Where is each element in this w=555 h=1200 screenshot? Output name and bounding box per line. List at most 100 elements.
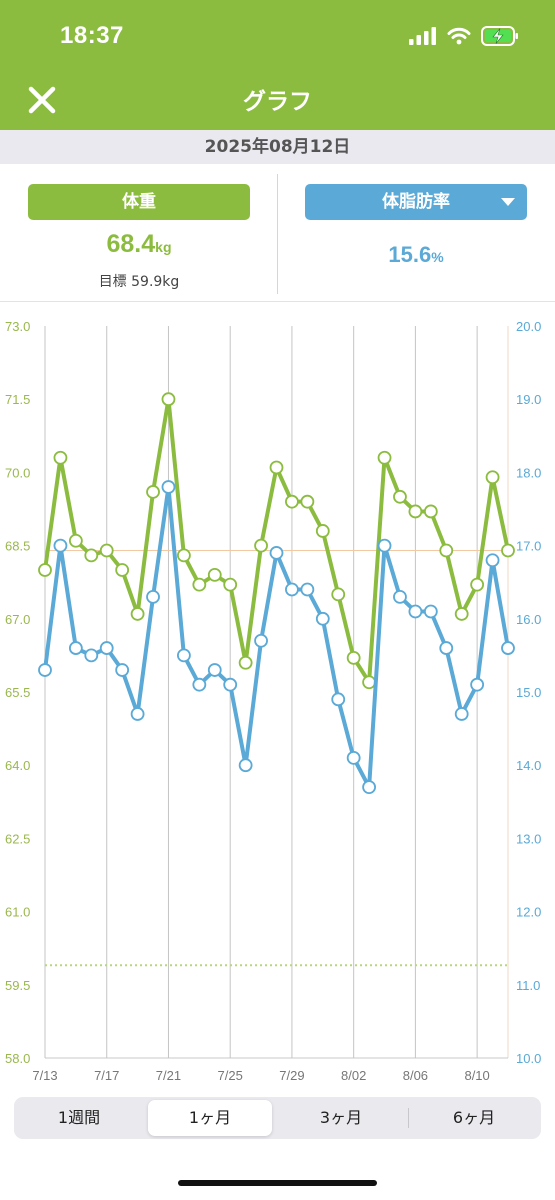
y-right-tick-label: 20.0: [516, 319, 541, 334]
summary-divider: [277, 174, 278, 294]
body-fat-series-point: [331, 692, 346, 707]
period-tab-1-month[interactable]: 1ヶ月: [148, 1100, 272, 1136]
body-fat-value: 15.6%: [305, 242, 527, 268]
weight-series-point: [84, 548, 99, 563]
body-fat-series-point: [439, 641, 454, 655]
x-tick-label: 8/10: [464, 1068, 489, 1083]
body-fat-dropdown[interactable]: 体脂肪率: [305, 184, 527, 220]
y-right-tick-label: 10.0: [516, 1051, 541, 1066]
weight-series-point: [146, 485, 160, 499]
body-fat-series-point: [68, 641, 83, 655]
page-title: グラフ: [243, 89, 312, 115]
body-fat-series-point: [315, 611, 330, 626]
signal-icon: [409, 27, 436, 45]
body-fat-series-point: [192, 677, 207, 692]
weight-series-point: [362, 675, 377, 690]
weight-series-point: [68, 533, 83, 548]
weight-series-point: [238, 655, 253, 670]
y-right-tick-label: 11.0: [516, 978, 540, 993]
weight-series-point: [408, 504, 423, 519]
weight-fat-chart[interactable]: 7/13 7/17 7/21 7/25 7/29 8/02 8/06 8/10 73.0 71.5…: [0, 302, 555, 1092]
body-fat-series-point: [207, 663, 222, 677]
y-left-tick-label: 65.5: [5, 685, 30, 700]
close-icon: [28, 86, 56, 114]
summary-panel: 体重 68.4kg 目標 59.9kg 体脂肪率 15.6%: [0, 164, 555, 302]
y-right-tick-label: 16.0: [516, 612, 541, 627]
weight-series-point: [115, 563, 130, 577]
body-fat-series-point: [346, 750, 361, 765]
body-fat-series-point: [454, 707, 469, 721]
body-fat-series-point: [161, 480, 176, 494]
body-fat-number: 15.6: [388, 242, 432, 267]
weight-series-point: [38, 563, 52, 577]
weight-button[interactable]: 体重: [28, 184, 250, 220]
weight-series-point: [501, 543, 515, 558]
body-fat-series-point: [84, 648, 99, 663]
body-fat-dropdown-label: 体脂肪率: [382, 192, 450, 212]
body-fat-series-point: [38, 663, 52, 677]
body-fat-series-point: [238, 758, 253, 773]
weight-series-point: [315, 524, 330, 538]
period-tab-3-months[interactable]: 3ヶ月: [319, 1108, 363, 1127]
body-fat-series-point: [485, 553, 500, 568]
period-tab-1-week[interactable]: 1週間: [57, 1108, 101, 1127]
body-fat-series-point: [146, 589, 160, 604]
x-tick-label: 7/25: [218, 1068, 243, 1083]
status-icons: [409, 24, 519, 48]
body-fat-series-point: [176, 648, 191, 663]
weight-series-point: [207, 567, 222, 582]
weight-number: 68.4: [106, 230, 156, 258]
weight-series-point: [346, 650, 361, 665]
y-right-tick-label: 14.0: [516, 758, 541, 773]
wifi-icon: [447, 27, 471, 45]
body-fat-series-point: [254, 633, 268, 648]
y-right-tick-label: 13.0: [516, 831, 541, 846]
weight-value: 68.4kg: [28, 230, 250, 259]
close-button[interactable]: [22, 80, 62, 120]
weight-series-point: [223, 577, 238, 592]
body-fat-series-point: [53, 538, 68, 553]
weight-series-point: [485, 470, 500, 485]
y-right-tick-label: 12.0: [516, 905, 541, 920]
y-left-tick-label: 68.5: [5, 539, 30, 554]
status-time: 18:37: [60, 22, 124, 49]
y-left-tick-label: 70.0: [5, 465, 30, 480]
y-left-tick-label: 73.0: [5, 319, 30, 334]
body-fat-series-point: [223, 677, 238, 692]
body-fat-series-point: [269, 546, 284, 560]
battery-charging-icon: [481, 26, 518, 46]
y-left-tick-label: 61.0: [5, 905, 30, 920]
weight-series-point: [99, 543, 114, 558]
x-tick-label: 7/13: [32, 1068, 57, 1083]
body-fat-series-point: [423, 604, 438, 619]
weight-series-point: [470, 577, 485, 592]
weight-series-point: [423, 504, 438, 519]
y-right-tick-label: 17.0: [516, 539, 541, 554]
y-left-tick-label: 67.0: [5, 612, 30, 627]
weight-series-point: [454, 607, 469, 621]
weight-series-point: [161, 392, 176, 407]
y-left-tick-label: 62.5: [5, 831, 30, 846]
weight-series-point: [192, 577, 207, 592]
weight-series-point: [269, 460, 284, 475]
goal-weight-text: 目標 59.9kg: [98, 274, 180, 290]
body-fat-series-point: [501, 641, 515, 655]
body-fat-series-point: [130, 707, 145, 721]
nav-bar: グラフ: [0, 68, 555, 130]
y-left-tick-label: 58.0: [5, 1051, 30, 1066]
body-fat-series-point: [393, 589, 407, 604]
weight-series-point: [285, 494, 299, 509]
chart-svg: 7/13 7/17 7/21 7/25 7/29 8/02 8/06 8/10 73.0 71.5…: [5, 319, 541, 1083]
x-tick-label: 8/06: [403, 1068, 428, 1083]
x-tick-label: 7/17: [94, 1068, 119, 1083]
body-fat-unit: %: [431, 249, 444, 265]
weight-series-point: [439, 543, 454, 558]
date-label: 2025年08月12日: [0, 130, 555, 164]
weight-series-point: [300, 494, 315, 509]
body-fat-series-point: [285, 582, 299, 597]
status-bar: 18:37: [0, 0, 555, 68]
weight-series-point: [53, 450, 68, 465]
weight-series-point: [377, 450, 392, 465]
weight-series-line: [43, 397, 510, 685]
period-tab-6-months[interactable]: 6ヶ月: [452, 1108, 496, 1127]
